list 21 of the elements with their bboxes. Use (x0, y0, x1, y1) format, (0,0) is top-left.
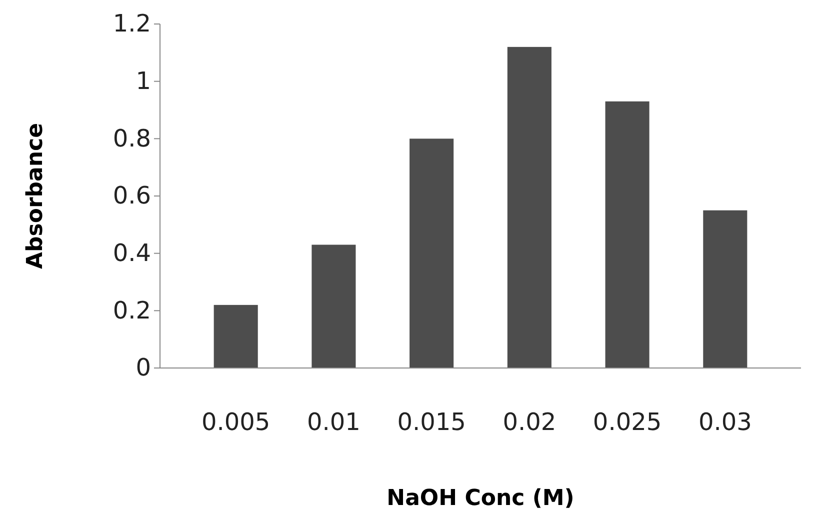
y-tick-label: 0.2 (112, 296, 151, 324)
bar (507, 46, 552, 368)
y-tick-label: 0.8 (112, 124, 151, 152)
bar (410, 138, 454, 368)
x-tick-label: 0.01 (306, 408, 360, 436)
x-tick-label: 0.015 (397, 408, 466, 436)
y-tick-label: 0.4 (112, 239, 151, 268)
x-tick-label: 0.03 (698, 408, 752, 436)
bar (703, 210, 748, 368)
x-tick-label: 0.005 (201, 408, 270, 436)
x-axis-title: NaOH Conc (M) (386, 486, 574, 511)
y-axis-title: Absorbance (23, 122, 48, 270)
bar (312, 244, 356, 368)
x-tick-label: 0.02 (502, 408, 556, 436)
bar (214, 304, 258, 368)
bar (605, 101, 650, 368)
y-tick-label: 1 (136, 67, 151, 96)
y-tick-label: 0.6 (112, 182, 151, 210)
y-tick-label: 0 (136, 354, 151, 382)
y-tick-label: 1.2 (112, 10, 151, 38)
x-tick-label: 0.025 (592, 408, 662, 436)
